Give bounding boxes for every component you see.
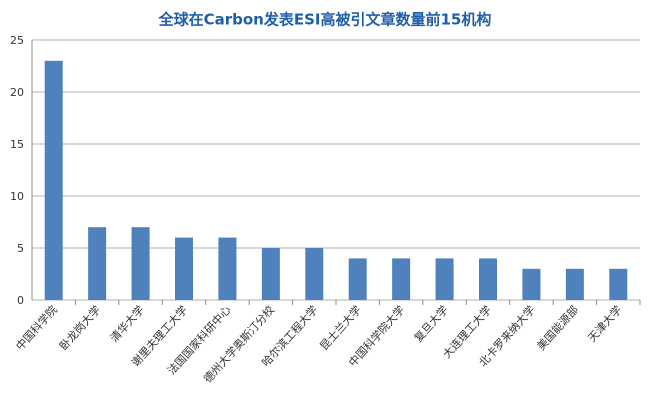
bar [261,248,280,300]
y-tick-label: 25 [10,34,24,47]
x-tick-label: 卧龙岗大学 [56,303,103,353]
bar [44,60,63,300]
x-tick-label: 美国能源部 [534,303,581,353]
bar [305,248,324,300]
bar [131,227,150,300]
bar [88,227,107,300]
x-tick-label: 德州大学奥斯汀分校 [200,303,277,386]
y-tick-label: 15 [10,138,24,151]
y-tick-label: 5 [17,242,24,255]
x-tick-label: 昆士兰大学 [317,303,364,353]
bar [522,268,541,300]
bar [565,268,584,300]
bar [218,237,237,300]
bar [348,258,367,300]
bar [435,258,454,300]
y-tick-label: 10 [10,190,24,203]
y-tick-label: 20 [10,86,24,99]
x-tick-label: 复旦大学 [411,303,451,345]
bar [479,258,497,300]
chart-title: 全球在Carbon发表ESI高被引文章数量前15机构 [158,11,492,29]
x-tick-label: 中国科学院 [13,303,60,353]
x-tick-label: 天津大学 [585,303,625,345]
bar [609,268,628,300]
bar [175,237,193,300]
x-tick-label: 清华大学 [107,303,147,345]
y-tick-label: 0 [17,294,24,307]
bar [392,258,411,300]
